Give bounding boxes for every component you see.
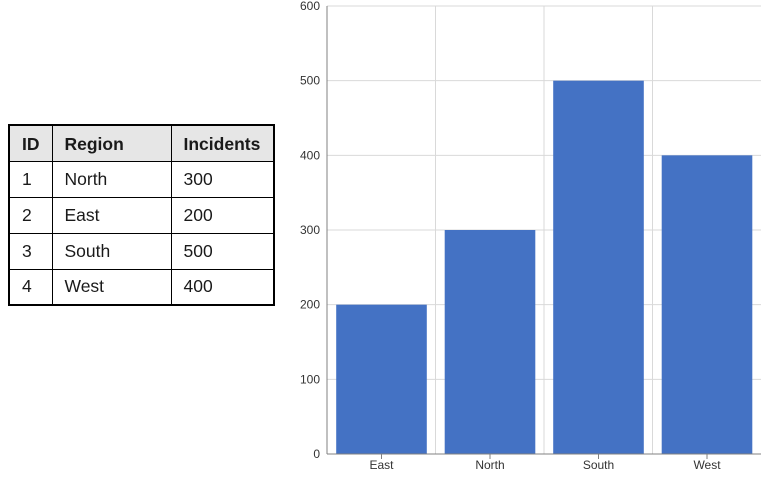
svg-text:600: 600	[300, 0, 320, 13]
svg-text:500: 500	[300, 74, 320, 88]
svg-text:East: East	[369, 458, 394, 472]
svg-text:200: 200	[300, 298, 320, 312]
svg-text:0: 0	[313, 447, 320, 461]
svg-text:West: West	[693, 458, 721, 472]
svg-text:100: 100	[300, 372, 320, 386]
svg-text:North: North	[475, 458, 504, 472]
svg-text:400: 400	[300, 148, 320, 162]
svg-text:South: South	[583, 458, 614, 472]
svg-text:300: 300	[300, 223, 320, 237]
